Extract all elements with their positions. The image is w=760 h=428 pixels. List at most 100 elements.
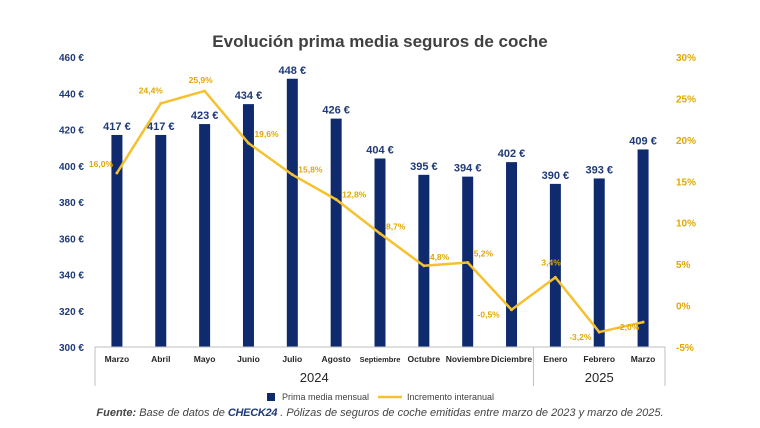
left-axis-tick-label: 300 € bbox=[59, 343, 84, 354]
bar-value-label: 395 € bbox=[410, 161, 438, 173]
check24-logo: CHECK24 bbox=[227, 407, 278, 419]
bar-value-label: 417 € bbox=[147, 121, 175, 133]
line-value-label: 19,6% bbox=[254, 129, 279, 139]
bar bbox=[111, 134, 123, 347]
line-point bbox=[597, 330, 601, 334]
bar-value-label: 394 € bbox=[454, 163, 482, 175]
line-point bbox=[510, 308, 514, 312]
legend-label: Prima media mensual bbox=[282, 392, 369, 402]
bar-value-label: 423 € bbox=[191, 110, 219, 122]
line-point bbox=[466, 260, 470, 264]
bar-value-labels: 417 € 417 € 423 € 434 € 448 € 426 € 404 € 395 €… bbox=[103, 65, 657, 182]
x-axis-tick-label: Febrero bbox=[583, 354, 615, 364]
bar bbox=[155, 134, 167, 347]
line-point bbox=[115, 171, 119, 175]
bar bbox=[549, 183, 561, 347]
left-axis-tick-label: 360 € bbox=[59, 234, 84, 245]
bar-value-label: 434 € bbox=[235, 90, 263, 102]
x-axis-tick-label: Octubre bbox=[408, 354, 441, 364]
bar bbox=[242, 104, 254, 347]
chart-title: Evolución prima media seguros de coche bbox=[212, 32, 547, 51]
line-point bbox=[422, 264, 426, 268]
left-axis-tick-label: 420 € bbox=[59, 126, 84, 137]
bar-value-label: 448 € bbox=[279, 65, 307, 77]
source-text-after: . Pólizas de seguros de coche emitidas e… bbox=[280, 407, 664, 419]
bar-value-label: 426 € bbox=[322, 105, 350, 117]
legend: Prima media mensual Incremento interanual bbox=[267, 392, 494, 402]
left-axis-tick-label: 340 € bbox=[59, 271, 84, 282]
bar bbox=[199, 124, 211, 347]
line-value-label: 3,4% bbox=[541, 257, 561, 267]
right-axis: -5% 0% 5% 10% 15% 20% 25% 30% bbox=[676, 53, 696, 354]
line-point bbox=[203, 89, 207, 93]
source-footnote: Fuente: Base de datos de CHECK24 . Póliz… bbox=[0, 407, 760, 419]
line-value-label: 8,7% bbox=[386, 221, 406, 231]
bar-value-label: 402 € bbox=[498, 148, 526, 160]
left-axis-tick-label: 380 € bbox=[59, 198, 84, 209]
right-axis-tick-label: -5% bbox=[676, 343, 694, 354]
x-axis-tick-label: Enero bbox=[543, 354, 567, 364]
x-axis-tick-label: Marzo bbox=[105, 354, 130, 364]
legend-swatch-bars bbox=[267, 393, 275, 401]
line-point bbox=[334, 198, 338, 202]
line-point bbox=[246, 141, 250, 145]
x-axis-tick-label: Noviembre bbox=[446, 354, 490, 364]
bar bbox=[637, 149, 649, 347]
line-value-labels: 16,0% 24,4% 25,9% 19,6% 15,8% 12,8% 8,7% 4,8% 5,… bbox=[89, 75, 640, 342]
line-point bbox=[378, 231, 382, 235]
line-value-label: 4,8% bbox=[430, 252, 450, 262]
line-value-label: 16,0% bbox=[89, 159, 114, 169]
left-axis-tick-label: 460 € bbox=[59, 53, 84, 64]
year-group-label: 2025 bbox=[585, 370, 614, 385]
line-point bbox=[641, 320, 645, 324]
source-text-before: Base de datos de bbox=[139, 407, 225, 419]
right-axis-tick-label: 20% bbox=[676, 136, 696, 147]
bar-value-label: 409 € bbox=[629, 135, 657, 147]
x-axis-tick-label: Julio bbox=[282, 354, 302, 364]
bar-value-label: 393 € bbox=[585, 164, 613, 176]
bar bbox=[506, 162, 518, 347]
right-axis-tick-label: 10% bbox=[676, 219, 696, 230]
line-value-label: 24,4% bbox=[139, 85, 164, 95]
legend-label: Incremento interanual bbox=[407, 392, 494, 402]
bar bbox=[330, 118, 342, 347]
x-axis: Marzo Abril Mayo Junio Julio Agosto Septiembre… bbox=[94, 346, 666, 386]
right-axis-tick-label: 0% bbox=[676, 302, 691, 313]
bar bbox=[374, 158, 386, 347]
line-series bbox=[115, 89, 645, 334]
left-axis-tick-label: 440 € bbox=[59, 89, 84, 100]
right-axis-tick-label: 30% bbox=[676, 53, 696, 64]
line-value-label: -0,5% bbox=[478, 310, 501, 320]
line-value-label: 15,8% bbox=[298, 165, 323, 175]
x-axis-tick-label: Mayo bbox=[194, 354, 216, 364]
line-value-label: -2,0% bbox=[617, 322, 640, 332]
source-label: Fuente: bbox=[96, 407, 137, 419]
line-value-label: 12,8% bbox=[342, 190, 367, 200]
line-value-label: 5,2% bbox=[474, 248, 494, 258]
line-point bbox=[553, 275, 557, 279]
bar bbox=[418, 174, 430, 347]
bar-value-label: 390 € bbox=[542, 170, 570, 182]
line-value-label: -3,2% bbox=[569, 332, 592, 342]
line-point bbox=[159, 101, 163, 105]
right-axis-tick-label: 5% bbox=[676, 260, 691, 271]
right-axis-tick-label: 25% bbox=[676, 94, 696, 105]
x-axis-tick-label: Agosto bbox=[322, 354, 351, 364]
left-axis: 300 € 320 € 340 € 360 € 380 € 400 € 420 € 440 €… bbox=[59, 53, 84, 354]
left-axis-tick-label: 400 € bbox=[59, 162, 84, 173]
right-axis-tick-label: 15% bbox=[676, 177, 696, 188]
bar bbox=[286, 78, 298, 347]
bar-value-label: 417 € bbox=[103, 121, 131, 133]
bar-series bbox=[111, 78, 649, 347]
left-axis-tick-label: 320 € bbox=[59, 307, 84, 318]
bar-value-label: 404 € bbox=[366, 145, 394, 157]
x-axis-tick-label: Septiembre bbox=[360, 355, 401, 364]
x-axis-tick-label: Junio bbox=[237, 354, 260, 364]
x-axis-tick-label: Abril bbox=[151, 354, 170, 364]
year-group-label: 2024 bbox=[300, 370, 329, 385]
line-value-label: 25,9% bbox=[189, 75, 214, 85]
bar bbox=[593, 178, 605, 347]
x-axis-tick-label: Marzo bbox=[631, 354, 656, 364]
x-axis-tick-label: Diciembre bbox=[491, 354, 532, 364]
